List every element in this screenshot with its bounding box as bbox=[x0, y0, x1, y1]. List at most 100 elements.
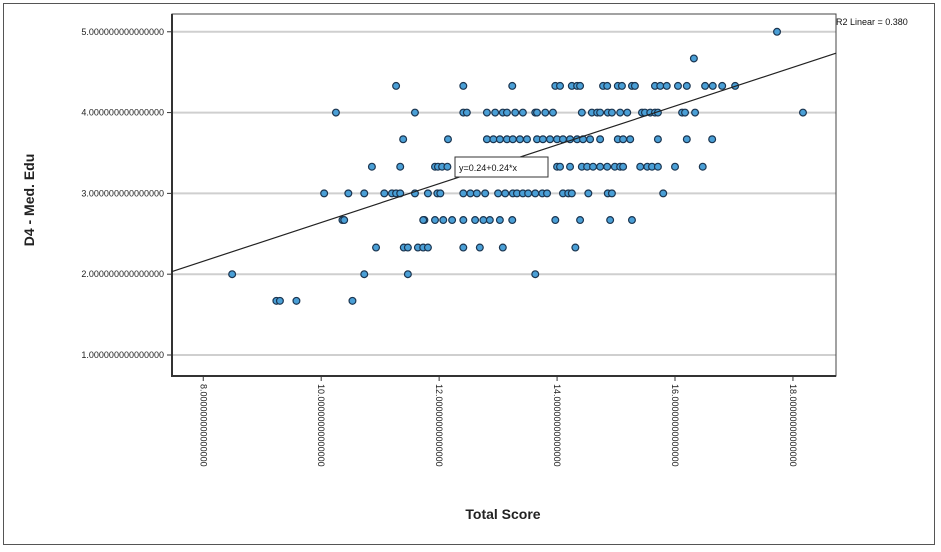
data-point bbox=[275, 296, 284, 305]
data-point bbox=[228, 270, 237, 279]
data-point bbox=[691, 108, 700, 117]
data-point bbox=[360, 270, 369, 279]
data-point bbox=[623, 108, 632, 117]
data-point bbox=[466, 189, 475, 198]
data-point bbox=[485, 216, 494, 225]
y-tick-label: 4.000000000000000 bbox=[81, 108, 164, 118]
data-point bbox=[443, 162, 452, 171]
data-point bbox=[423, 243, 432, 252]
data-point bbox=[617, 81, 626, 90]
data-point bbox=[479, 216, 488, 225]
data-point bbox=[462, 108, 471, 117]
data-point bbox=[491, 108, 500, 117]
data-point bbox=[423, 189, 432, 198]
data-point bbox=[419, 216, 428, 225]
data-point bbox=[494, 189, 503, 198]
data-point bbox=[653, 135, 662, 144]
data-point bbox=[439, 216, 448, 225]
data-point bbox=[689, 54, 698, 63]
data-point bbox=[566, 162, 575, 171]
data-point bbox=[443, 135, 452, 144]
data-point bbox=[626, 135, 635, 144]
data-point bbox=[372, 243, 381, 252]
data-point bbox=[656, 81, 665, 90]
data-point bbox=[551, 216, 560, 225]
data-point bbox=[659, 189, 668, 198]
data-point bbox=[502, 108, 511, 117]
data-point bbox=[495, 135, 504, 144]
x-tick-label: 10.00000000000000 bbox=[316, 384, 326, 467]
data-point bbox=[567, 189, 576, 198]
data-point bbox=[522, 135, 531, 144]
x-tick-label: 14.00000000000000 bbox=[552, 384, 562, 467]
data-point bbox=[531, 189, 540, 198]
data-point bbox=[541, 108, 550, 117]
data-point bbox=[431, 216, 440, 225]
data-point bbox=[508, 135, 517, 144]
data-point bbox=[576, 81, 585, 90]
data-point bbox=[340, 216, 349, 225]
x-tick-label: 8.000000000000000 bbox=[198, 384, 208, 467]
data-point bbox=[482, 108, 491, 117]
data-point bbox=[619, 135, 628, 144]
y-tick-label: 3.000000000000000 bbox=[81, 188, 164, 198]
data-point bbox=[577, 108, 586, 117]
data-point bbox=[471, 216, 480, 225]
data-point bbox=[673, 81, 682, 90]
data-point bbox=[501, 189, 510, 198]
data-point bbox=[475, 243, 484, 252]
data-point bbox=[681, 108, 690, 117]
data-point bbox=[571, 243, 580, 252]
data-point bbox=[596, 162, 605, 171]
data-point bbox=[459, 81, 468, 90]
data-point bbox=[518, 108, 527, 117]
x-tick-labels: 8.000000000000000 10.00000000000000 12.000… bbox=[198, 376, 798, 467]
data-point bbox=[798, 108, 807, 117]
data-point bbox=[399, 135, 408, 144]
data-point bbox=[392, 81, 401, 90]
data-point bbox=[607, 108, 616, 117]
data-point bbox=[348, 296, 357, 305]
data-point bbox=[627, 216, 636, 225]
data-point bbox=[403, 243, 412, 252]
data-point bbox=[584, 189, 593, 198]
data-point bbox=[524, 189, 533, 198]
data-point bbox=[589, 162, 598, 171]
fit-line-label: y=0.24+0.24*x bbox=[459, 163, 518, 173]
data-point bbox=[360, 189, 369, 198]
x-tick-label: 16.00000000000000 bbox=[670, 384, 680, 467]
data-point bbox=[481, 189, 490, 198]
data-point bbox=[708, 81, 717, 90]
data-point bbox=[671, 162, 680, 171]
data-point bbox=[367, 162, 376, 171]
x-tick-label: 18.00000000000000 bbox=[788, 384, 798, 467]
data-point bbox=[508, 81, 517, 90]
data-point bbox=[515, 135, 524, 144]
data-point bbox=[636, 162, 645, 171]
data-point bbox=[698, 162, 707, 171]
y-tick-label: 1.000000000000000 bbox=[81, 350, 164, 360]
data-point bbox=[320, 189, 329, 198]
data-point bbox=[331, 108, 340, 117]
data-point bbox=[630, 81, 639, 90]
data-point bbox=[495, 216, 504, 225]
data-point bbox=[448, 216, 457, 225]
data-point bbox=[344, 189, 353, 198]
data-point bbox=[508, 216, 517, 225]
data-point bbox=[603, 162, 612, 171]
x-axis-title: Total Score bbox=[465, 506, 540, 522]
data-point bbox=[396, 162, 405, 171]
data-point bbox=[576, 216, 585, 225]
data-point bbox=[436, 189, 445, 198]
data-point bbox=[556, 81, 565, 90]
data-point bbox=[459, 243, 468, 252]
data-point bbox=[511, 108, 520, 117]
data-point bbox=[403, 270, 412, 279]
fit-line-label-box: y=0.24+0.24*x bbox=[454, 156, 549, 178]
data-point bbox=[380, 189, 389, 198]
data-point bbox=[545, 135, 554, 144]
data-point bbox=[773, 27, 782, 36]
data-point bbox=[682, 135, 691, 144]
x-tick-label: 12.00000000000000 bbox=[434, 384, 444, 467]
data-point bbox=[708, 135, 717, 144]
